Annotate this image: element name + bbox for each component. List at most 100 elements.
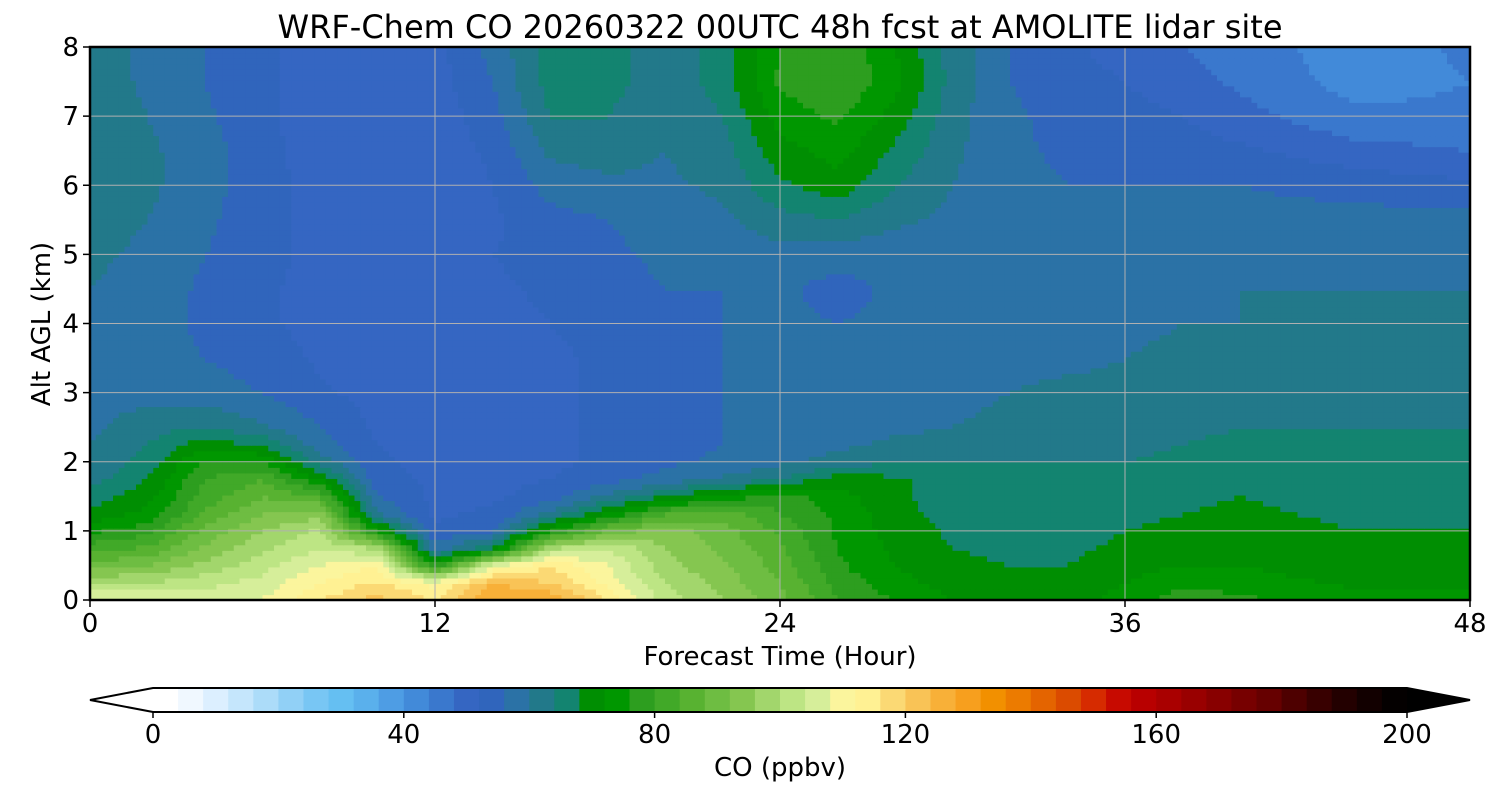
heatmap-cell: [1142, 539, 1149, 546]
heatmap-cell: [705, 550, 712, 557]
heatmap-cell: [216, 588, 223, 596]
heatmap-cell: [693, 500, 701, 507]
heatmap-cell: [1332, 539, 1339, 546]
heatmap-cell: [256, 483, 264, 490]
heatmap-cell: [889, 511, 896, 518]
heatmap-cell: [814, 550, 821, 557]
heatmap-cell: [797, 566, 804, 573]
heatmap-cell: [791, 494, 798, 502]
heatmap-cell: [762, 511, 770, 518]
heatmap-cell: [435, 539, 442, 546]
heatmap-cell: [107, 561, 114, 568]
heatmap-cell: [1136, 494, 1143, 502]
heatmap-cell: [331, 533, 338, 540]
heatmap-cell: [1067, 544, 1074, 551]
heatmap-cell: [820, 544, 827, 551]
heatmap-cell: [1366, 594, 1373, 600]
heatmap-cell: [239, 550, 246, 557]
heatmap-cell: [343, 566, 350, 573]
heatmap-cell: [1199, 489, 1207, 496]
heatmap-cell: [187, 588, 195, 596]
heatmap-cell: [734, 517, 741, 524]
heatmap-cell: [153, 483, 160, 490]
heatmap-cell: [843, 561, 850, 568]
heatmap-cell: [285, 561, 292, 568]
heatmap-cell: [918, 533, 925, 540]
heatmap-cell: [1142, 494, 1149, 502]
heatmap-cell: [1182, 533, 1189, 540]
heatmap-cell: [210, 511, 218, 518]
heatmap-cell: [320, 539, 327, 546]
heatmap-cell: [423, 483, 430, 490]
heatmap-cell: [1211, 494, 1218, 502]
heatmap-cell: [1435, 544, 1442, 551]
heatmap-cell: [1332, 577, 1339, 585]
heatmap-cell: [906, 588, 913, 596]
heatmap-cell: [527, 511, 534, 518]
heatmap-cell: [417, 550, 425, 557]
heatmap-cell: [308, 550, 315, 557]
heatmap-cell: [1401, 577, 1408, 585]
heatmap-cell: [325, 544, 333, 551]
heatmap-cell: [1337, 533, 1345, 540]
heatmap-cell: [1153, 550, 1161, 557]
heatmap-cell: [906, 594, 913, 600]
heatmap-cell: [596, 494, 603, 502]
heatmap-cell: [607, 539, 614, 546]
heatmap-cell: [567, 505, 574, 513]
heatmap-cell: [1148, 500, 1155, 507]
heatmap-cell: [251, 505, 258, 513]
heatmap-cell: [1251, 522, 1258, 529]
heatmap-cell: [1038, 572, 1046, 579]
heatmap-cell: [337, 550, 344, 557]
heatmap-cell: [1211, 522, 1218, 529]
heatmap-cell: [676, 505, 683, 513]
heatmap-cell: [1240, 544, 1247, 551]
heatmap-cell: [251, 550, 258, 557]
heatmap-cell: [1182, 572, 1189, 579]
heatmap-cell: [1199, 511, 1207, 518]
heatmap-cell: [768, 522, 775, 529]
heatmap-cell: [423, 511, 430, 518]
heatmap-cell: [1251, 494, 1258, 502]
heatmap-cell: [492, 550, 499, 557]
heatmap-cell: [1015, 572, 1023, 579]
heatmap-cell: [607, 577, 614, 585]
heatmap-cell: [1441, 533, 1448, 540]
heatmap-cell: [877, 555, 885, 562]
heatmap-cell: [1360, 533, 1368, 540]
heatmap-cell: [383, 483, 390, 490]
heatmap-cell: [751, 594, 758, 600]
heatmap-cell: [1389, 588, 1396, 596]
heatmap-cell: [722, 505, 729, 513]
heatmap-cell: [711, 539, 718, 546]
heatmap-cell: [90, 500, 97, 507]
heatmap-cell: [1038, 577, 1046, 585]
heatmap-cell: [1360, 544, 1368, 551]
heatmap-cell: [348, 483, 356, 490]
heatmap-cell: [992, 550, 1000, 557]
heatmap-cell: [504, 483, 511, 490]
heatmap-cell: [619, 494, 626, 502]
heatmap-cell: [1107, 577, 1115, 585]
heatmap-cell: [837, 583, 844, 590]
heatmap-cell: [153, 522, 160, 529]
heatmap-cell: [998, 483, 1005, 490]
heatmap-cell: [469, 489, 476, 496]
heatmap-cell: [124, 588, 131, 596]
heatmap-cell: [101, 505, 108, 513]
heatmap-cell: [1401, 505, 1408, 513]
heatmap-cell: [176, 522, 183, 529]
heatmap-cell: [1291, 505, 1299, 513]
heatmap-cell: [1084, 522, 1092, 529]
heatmap-cell: [1343, 517, 1350, 524]
heatmap-cell: [1159, 505, 1166, 513]
heatmap-cell: [216, 500, 223, 507]
heatmap-cell: [440, 517, 448, 524]
heatmap-cell: [285, 494, 292, 502]
heatmap-cell: [389, 550, 396, 557]
heatmap-cell: [1286, 561, 1293, 568]
heatmap-cell: [975, 544, 982, 551]
heatmap-cell: [946, 489, 954, 496]
heatmap-cell: [262, 522, 269, 529]
